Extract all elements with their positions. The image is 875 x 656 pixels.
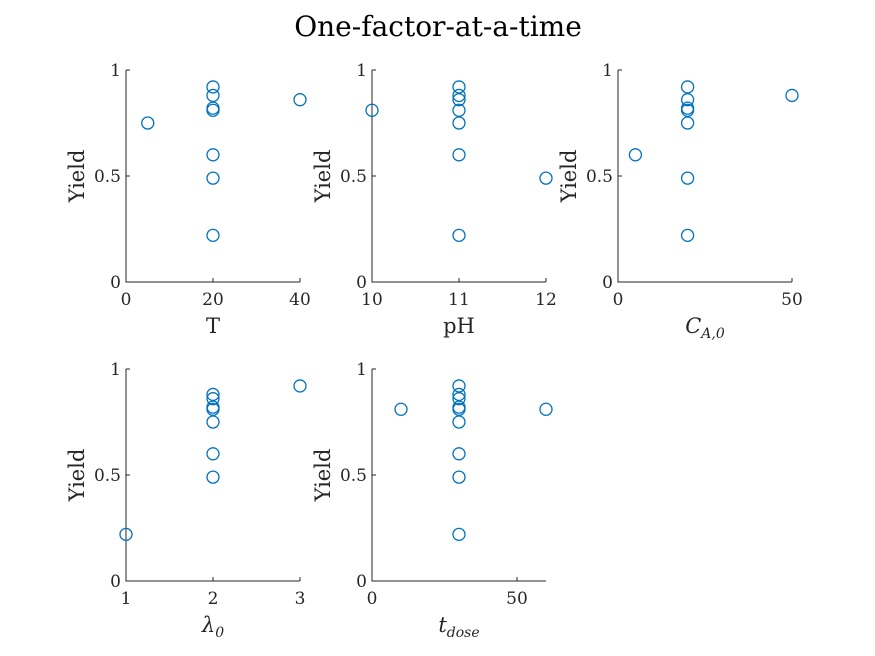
data-point: [206, 148, 220, 162]
y-tick-label: 1: [356, 61, 367, 81]
y-tick-label: 1: [110, 360, 121, 380]
data-point: [293, 93, 307, 107]
data-point: [206, 415, 220, 429]
data-point: [452, 402, 466, 416]
data-point: [680, 80, 695, 94]
y-tick-label: 0.5: [94, 466, 121, 486]
subplot-5: 0 0.5 1 0 50 Yield tdose: [311, 360, 553, 641]
y-tick-label: 0: [356, 273, 367, 293]
subplot-3: 0 0.5 1 0 50 Yield CA,0: [557, 61, 803, 342]
data-point: [206, 402, 220, 416]
data-point: [680, 93, 695, 107]
x-axis-label-main: C: [685, 314, 701, 338]
data-point: [206, 470, 220, 484]
data-point: [206, 228, 220, 243]
y-tick-label: 0.5: [586, 167, 613, 187]
data-point: [452, 103, 466, 117]
data-point: [452, 392, 466, 406]
x-tick-label: 0: [367, 589, 378, 609]
data-point: [141, 116, 155, 130]
data-point: [452, 93, 466, 107]
data-point: [452, 415, 466, 429]
data-point: [452, 447, 466, 461]
x-tick-label: 50: [781, 290, 803, 310]
y-tick-label: 1: [356, 360, 367, 380]
axis-lines: [617, 70, 792, 283]
data-point: [452, 88, 466, 103]
x-tick-label: 1: [121, 589, 132, 609]
y-tick-label: 0.5: [94, 167, 121, 187]
data-point: [680, 116, 695, 130]
x-axis-label: pH: [443, 314, 475, 338]
x-axis-label: λ0: [201, 613, 224, 641]
x-axis-label-subscript: dose: [447, 625, 480, 641]
data-point: [680, 171, 695, 185]
subplot-1: 0 0.5 1 0 20 40 Yield T: [65, 61, 311, 338]
x-tick-label: 20: [202, 290, 224, 310]
data-point: [206, 387, 220, 402]
y-tick-label: 1: [110, 61, 121, 81]
y-tick-label: 1: [602, 61, 613, 81]
y-axis-label: Yield: [557, 150, 581, 204]
data-point: [206, 88, 220, 103]
data-point: [452, 527, 466, 542]
data-point: [206, 103, 220, 117]
x-axis-label-main: t: [438, 613, 447, 637]
data-point: [539, 171, 553, 185]
data-point: [452, 470, 466, 484]
y-tick-label: 0: [110, 572, 121, 592]
x-tick-label: 3: [295, 589, 306, 609]
data-point: [785, 88, 799, 103]
data-point: [206, 80, 220, 94]
y-tick-label: 0.5: [340, 466, 367, 486]
data-point: [539, 402, 553, 416]
data-point: [206, 392, 220, 406]
data-point: [206, 447, 220, 461]
x-tick-label: 12: [535, 290, 557, 310]
y-axis-label: Yield: [65, 449, 89, 503]
y-axis-label: Yield: [311, 150, 335, 204]
x-axis-label-main: λ: [201, 613, 215, 637]
x-axis-label-subscript: A,0: [699, 326, 725, 342]
x-axis-label: T: [206, 314, 220, 338]
x-tick-label: 2: [208, 589, 219, 609]
y-tick-label: 0.5: [340, 167, 367, 187]
data-point: [365, 103, 379, 117]
x-axis-label: CA,0: [685, 314, 725, 342]
data-point: [452, 148, 466, 162]
y-tick-label: 0: [356, 572, 367, 592]
data-point: [452, 228, 466, 243]
x-tick-label: 10: [361, 290, 383, 310]
data-point: [293, 379, 307, 393]
data-point: [119, 527, 133, 542]
y-axis-label: Yield: [311, 449, 335, 503]
subplot-2: 0 0.5 1 10 11 12 Yield pH: [311, 61, 557, 338]
x-tick-label: 50: [506, 589, 528, 609]
x-tick-label: 11: [448, 290, 470, 310]
data-point: [628, 148, 643, 162]
x-axis-label-subscript: 0: [215, 625, 224, 641]
data-point: [680, 228, 695, 243]
data-point: [452, 387, 466, 402]
data-point: [680, 103, 695, 117]
data-point: [452, 80, 466, 94]
x-tick-label: 0: [613, 290, 624, 310]
data-point: [394, 402, 408, 416]
data-point: [452, 379, 466, 393]
y-tick-label: 0: [602, 273, 613, 293]
data-point: [452, 116, 466, 130]
x-tick-label: 40: [289, 290, 311, 310]
data-point: [206, 171, 220, 185]
figure-title: One-factor-at-a-time: [294, 10, 582, 43]
y-axis-label: Yield: [65, 150, 89, 204]
x-axis-label: tdose: [438, 613, 479, 641]
x-tick-label: 0: [121, 290, 132, 310]
y-tick-label: 0: [110, 273, 121, 293]
